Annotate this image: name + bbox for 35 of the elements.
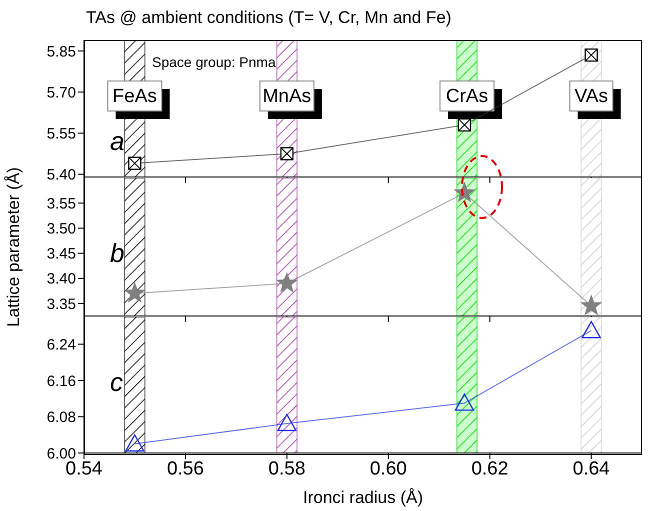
y-tick-label: 5.85	[46, 43, 76, 60]
y-tick-label: 6.16	[46, 372, 76, 390]
y-tick-label: 3.35	[46, 296, 76, 313]
point	[125, 434, 144, 452]
x-tick-label: 0.64	[572, 458, 610, 480]
annotation: a	[110, 126, 124, 157]
point	[124, 282, 145, 302]
y-tick-label: 3.40	[46, 270, 76, 288]
point	[454, 393, 474, 411]
x-tick-label: 0.60	[370, 458, 407, 480]
y-axis-title: Lattice parameter (Å)	[4, 167, 24, 327]
x-axis-title: Ironci radius (Å)	[303, 488, 423, 507]
band-label: CrAs	[446, 86, 488, 107]
x-tick-label: 0.58	[268, 458, 306, 480]
point	[581, 295, 602, 315]
y-tick-label: 6.24	[46, 336, 76, 354]
y-tick-label: 5.40	[46, 166, 76, 184]
y-tick-label: 6.08	[46, 409, 76, 426]
point	[277, 414, 297, 432]
y-tick-label: 5.55	[46, 125, 76, 142]
y-tick-label: 3.45	[46, 246, 76, 263]
band-label: VAs	[574, 86, 608, 107]
x-tick-label: 0.62	[471, 458, 508, 480]
annotation: b	[110, 238, 124, 269]
chart-title: TAs @ ambient conditions (T= V, Cr, Mn and Fe)	[86, 8, 452, 28]
point	[276, 272, 297, 292]
band-label: FeAs	[112, 86, 157, 107]
annotation: Space group: Pnma	[152, 54, 276, 70]
y-tick-label: 3.55	[46, 195, 76, 212]
x-tick-label: 0.56	[166, 458, 204, 480]
band-label: MnAs	[262, 86, 312, 107]
y-tick-label: 3.50	[46, 220, 76, 238]
annotation: c	[110, 367, 123, 398]
point	[582, 320, 601, 338]
y-tick-label: 5.70	[46, 84, 76, 102]
